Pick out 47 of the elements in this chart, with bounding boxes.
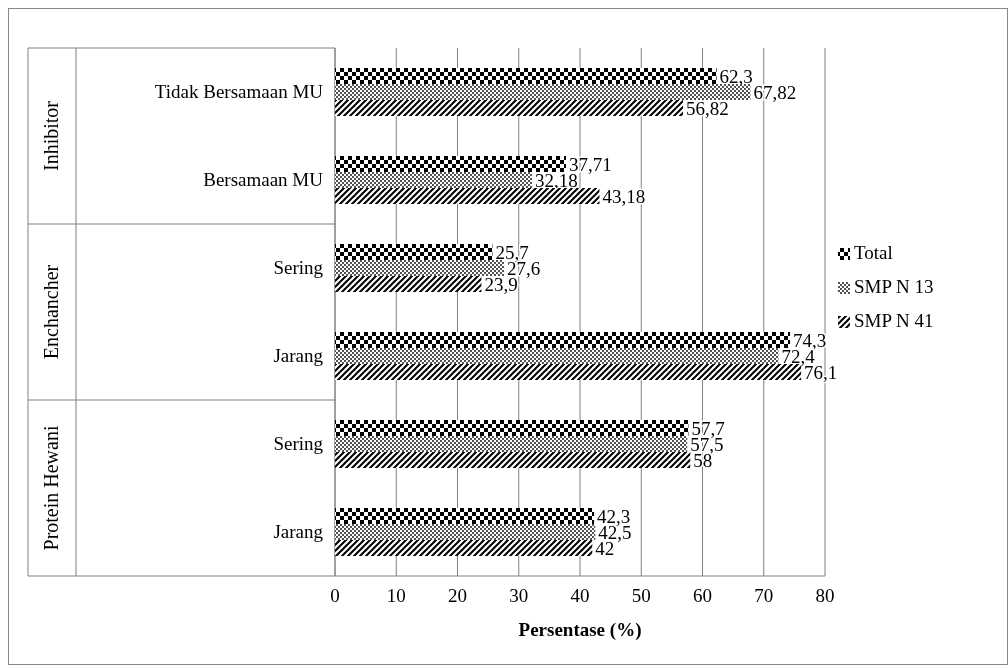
legend-label: Total [854, 242, 893, 263]
bar [335, 156, 566, 172]
data-label: 43,18 [602, 186, 646, 207]
x-tick-label: 60 [693, 585, 712, 606]
y-tick-label: Jarang [273, 521, 324, 542]
data-label: 23,9 [484, 274, 518, 295]
bar [335, 244, 493, 260]
text: Inhibitor [40, 100, 62, 171]
data-label: 76,1 [804, 362, 838, 383]
x-axis-title: Persentase (%) [518, 619, 642, 641]
x-tick-label: 40 [570, 585, 590, 606]
bar [335, 452, 691, 468]
y-tick-label: Sering [273, 433, 324, 454]
legend-label: SMP N 13 [854, 276, 934, 297]
data-label: 56,82 [686, 98, 729, 119]
x-tick-label: 10 [386, 585, 406, 606]
bar [335, 420, 689, 436]
legend-label: SMP N 41 [854, 310, 934, 331]
x-tick-label: 70 [754, 585, 774, 606]
x-tick-label: 50 [631, 585, 651, 606]
bar [335, 188, 600, 204]
x-tick-label: 20 [448, 585, 467, 606]
y-tick-label: Sering [273, 257, 324, 278]
y-tick-label: Jarang [273, 345, 324, 366]
y-tick-label: Bersamaan MU [203, 169, 324, 190]
bar [335, 172, 533, 188]
bar [335, 436, 688, 452]
bar [335, 84, 751, 100]
data-label: 42 [595, 538, 615, 559]
bar [335, 260, 505, 276]
bar [335, 68, 717, 84]
bar [335, 524, 596, 540]
bar [335, 276, 482, 292]
bar [335, 332, 791, 348]
bar [335, 348, 779, 364]
bar [335, 364, 802, 380]
data-label: 67,82 [753, 82, 797, 103]
bar [335, 508, 595, 524]
x-tick-label: 0 [330, 585, 340, 606]
text: Enchancher [40, 264, 62, 360]
text: Protein Hewani [40, 425, 62, 551]
data-label: 62,3 [719, 66, 753, 87]
y-tick-label: Tidak Bersamaan MU [154, 81, 324, 102]
bar [335, 540, 593, 556]
bar [335, 100, 684, 116]
x-tick-label: 30 [509, 585, 529, 606]
x-tick-label: 80 [815, 585, 835, 606]
